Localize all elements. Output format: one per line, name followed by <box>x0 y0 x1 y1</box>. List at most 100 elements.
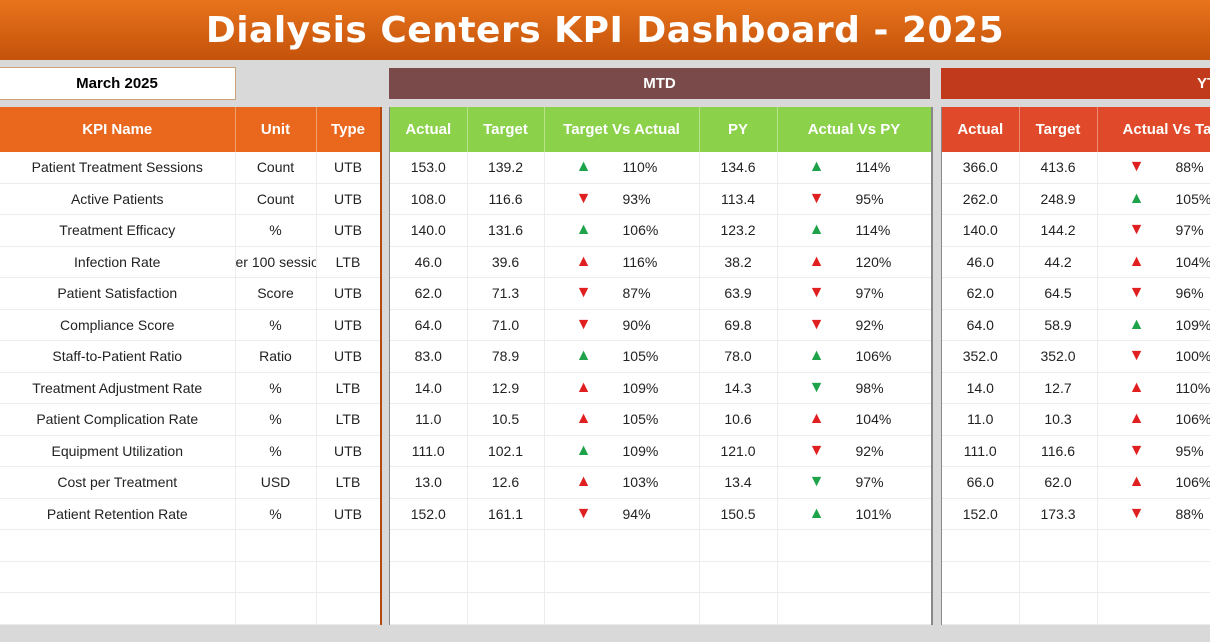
empty-cell <box>544 592 700 625</box>
table-row[interactable]: 11.0 10.3 ▲ 106% <box>942 403 1210 436</box>
empty-row <box>390 592 931 625</box>
ytd-actual-cell: 152.0 <box>942 498 1020 530</box>
table-row[interactable]: 14.0 12.9 ▲ 109% 14.3 ▼ 98% <box>390 372 931 404</box>
table-row[interactable]: Patient Retention Rate% UTB <box>0 498 380 530</box>
mtd-actual-vs-py-cell: ▼ 95% <box>777 183 931 215</box>
ytd-target-cell: 62.0 <box>1019 466 1098 499</box>
header-unit[interactable]: Unit <box>235 107 317 152</box>
empty-cell <box>942 529 1020 562</box>
mtd-target-cell: 131.6 <box>467 214 545 247</box>
table-row[interactable]: 262.0 248.9 ▲ 105% <box>942 183 1210 215</box>
table-row[interactable]: 66.0 62.0 ▲ 106% <box>942 466 1210 499</box>
table-row[interactable]: Cost per Treatment USD LTB <box>0 466 380 499</box>
table-row[interactable]: 13.0 12.6 ▲ 103% 13.4 ▼ 97% <box>390 466 931 499</box>
empty-cell <box>544 561 700 593</box>
table-row[interactable]: Patient Satisfaction Score UTB <box>0 277 380 310</box>
table-row[interactable]: 11.0 10.5 ▲ 105% 10.6 ▲ 104% <box>390 403 931 436</box>
kpi-name-cell: Patient Retention Rate <box>0 498 236 530</box>
table-row[interactable]: Patient Treatment Sessions Count UTB <box>0 152 380 184</box>
triangle-up-icon: ▲ <box>575 473 592 491</box>
mtd-actual-vs-py-cell: ▲ 106% <box>777 340 931 373</box>
mtd-actual-cell: 64.0 <box>390 309 468 341</box>
table-row[interactable]: Treatment Efficacy% UTB <box>0 214 380 247</box>
mtd-target-cell: 139.2 <box>467 152 545 184</box>
mtd-target-cell: 39.6 <box>467 246 545 278</box>
table-row[interactable]: 46.0 44.2 ▲ 104% <box>942 246 1210 278</box>
table-row[interactable]: 140.0 144.2 ▼ 97% <box>942 214 1210 247</box>
table-row[interactable]: 111.0 116.6 ▼ 95% <box>942 435 1210 467</box>
table-row[interactable]: Infection Rate er 100 sessio LTB <box>0 246 380 278</box>
table-row[interactable]: 62.0 64.5 ▼ 96% <box>942 277 1210 310</box>
mtd-target-vs-actual-cell: ▲ 109% <box>544 372 700 404</box>
mtd-actual-vs-py-percent: 92% <box>855 316 884 333</box>
mtd-target-cell: 161.1 <box>467 498 545 530</box>
table-row[interactable]: 83.0 78.9 ▲ 105% 78.0 ▲ 106% <box>390 340 931 373</box>
ytd-actual-vs-target-cell: ▲ 104% <box>1097 246 1210 278</box>
header-ytd-target[interactable]: Target <box>1019 107 1098 152</box>
mtd-actual-vs-py-cell: ▲ 114% <box>777 152 931 184</box>
ytd-actual-cell: 111.0 <box>942 435 1020 467</box>
ytd-actual-vs-target-cell: ▲ 105% <box>1097 183 1210 215</box>
header-ytd-actual[interactable]: Actual <box>942 107 1020 152</box>
header-mtd-target-vs-actual[interactable]: Target Vs Actual <box>544 107 700 152</box>
triangle-down-icon: ▼ <box>575 504 592 522</box>
empty-cell <box>316 529 380 562</box>
empty-cell <box>390 592 468 625</box>
ytd-actual-vs-target-percent: 105% <box>1175 190 1210 207</box>
empty-cell <box>235 561 317 593</box>
ytd-actual-vs-target-cell: ▼ 100% <box>1097 340 1210 373</box>
ytd-target-cell: 352.0 <box>1019 340 1098 373</box>
type-cell: UTB <box>316 435 380 467</box>
mtd-py-cell: 13.4 <box>699 466 778 499</box>
header-ytd-actual-vs-target[interactable]: Actual Vs Targ <box>1097 107 1210 152</box>
table-row[interactable]: 140.0 131.6 ▲ 106% 123.2 ▲ 114% <box>390 214 931 247</box>
table-row[interactable]: 64.0 71.0 ▼ 90% 69.8 ▼ 92% <box>390 309 931 341</box>
table-row[interactable]: 152.0 173.3 ▼ 88% <box>942 498 1210 530</box>
month-selector[interactable]: March 2025 <box>0 67 236 100</box>
header-mtd-py[interactable]: PY <box>699 107 778 152</box>
table-row[interactable]: 153.0 139.2 ▲ 110% 134.6 ▲ 114% <box>390 152 931 184</box>
table-row[interactable]: Active Patients Count UTB <box>0 183 380 215</box>
header-type[interactable]: Type <box>316 107 380 152</box>
ytd-actual-vs-target-percent: 96% <box>1175 285 1204 302</box>
header-mtd-actual[interactable]: Actual <box>390 107 468 152</box>
mtd-py-cell: 63.9 <box>699 277 778 310</box>
mtd-actual-cell: 62.0 <box>390 277 468 310</box>
table-row[interactable]: Compliance Score% UTB <box>0 309 380 341</box>
header-mtd-actual-vs-py[interactable]: Actual Vs PY <box>777 107 931 152</box>
header-kpi-name[interactable]: KPI Name <box>0 107 236 152</box>
empty-cell <box>1019 561 1098 593</box>
triangle-up-icon: ▲ <box>575 347 592 365</box>
ytd-actual-cell: 11.0 <box>942 403 1020 436</box>
table-row[interactable]: 111.0 102.1 ▲ 109% 121.0 ▼ 92% <box>390 435 931 467</box>
mtd-target-vs-actual-percent: 105% <box>622 411 659 428</box>
mtd-actual-cell: 108.0 <box>390 183 468 215</box>
mtd-actual-cell: 152.0 <box>390 498 468 530</box>
table-row[interactable]: 366.0 413.6 ▼ 88% <box>942 152 1210 184</box>
mtd-actual-vs-py-percent: 97% <box>855 474 884 491</box>
mtd-actual-cell: 111.0 <box>390 435 468 467</box>
type-cell: UTB <box>316 498 380 530</box>
table-row[interactable]: Staff-to-Patient Ratio Ratio UTB <box>0 340 380 373</box>
empty-row <box>390 561 931 593</box>
table-row[interactable]: 64.0 58.9 ▲ 109% <box>942 309 1210 341</box>
empty-row <box>942 561 1210 593</box>
table-row[interactable]: Treatment Adjustment Rate% LTB <box>0 372 380 404</box>
table-row[interactable]: Patient Complication Rate% LTB <box>0 403 380 436</box>
table-row[interactable]: 14.0 12.7 ▲ 110% <box>942 372 1210 404</box>
empty-row <box>942 529 1210 562</box>
mtd-target-vs-actual-cell: ▼ 94% <box>544 498 700 530</box>
table-row[interactable]: 108.0 116.6 ▼ 93% 113.4 ▼ 95% <box>390 183 931 215</box>
ytd-actual-vs-target-percent: 109% <box>1175 316 1210 333</box>
triangle-up-icon: ▲ <box>808 410 825 428</box>
table-row[interactable]: 152.0 161.1 ▼ 94% 150.5 ▲ 101% <box>390 498 931 530</box>
table-row[interactable]: Equipment Utilization% UTB <box>0 435 380 467</box>
mtd-actual-vs-py-percent: 95% <box>855 190 884 207</box>
unit-cell: % <box>235 403 317 436</box>
mtd-actual-vs-py-percent: 114% <box>855 222 891 239</box>
table-row[interactable]: 46.0 39.6 ▲ 116% 38.2 ▲ 120% <box>390 246 931 278</box>
ytd-actual-cell: 366.0 <box>942 152 1020 184</box>
table-row[interactable]: 62.0 71.3 ▼ 87% 63.9 ▼ 97% <box>390 277 931 310</box>
header-mtd-target[interactable]: Target <box>467 107 545 152</box>
table-row[interactable]: 352.0 352.0 ▼ 100% <box>942 340 1210 373</box>
